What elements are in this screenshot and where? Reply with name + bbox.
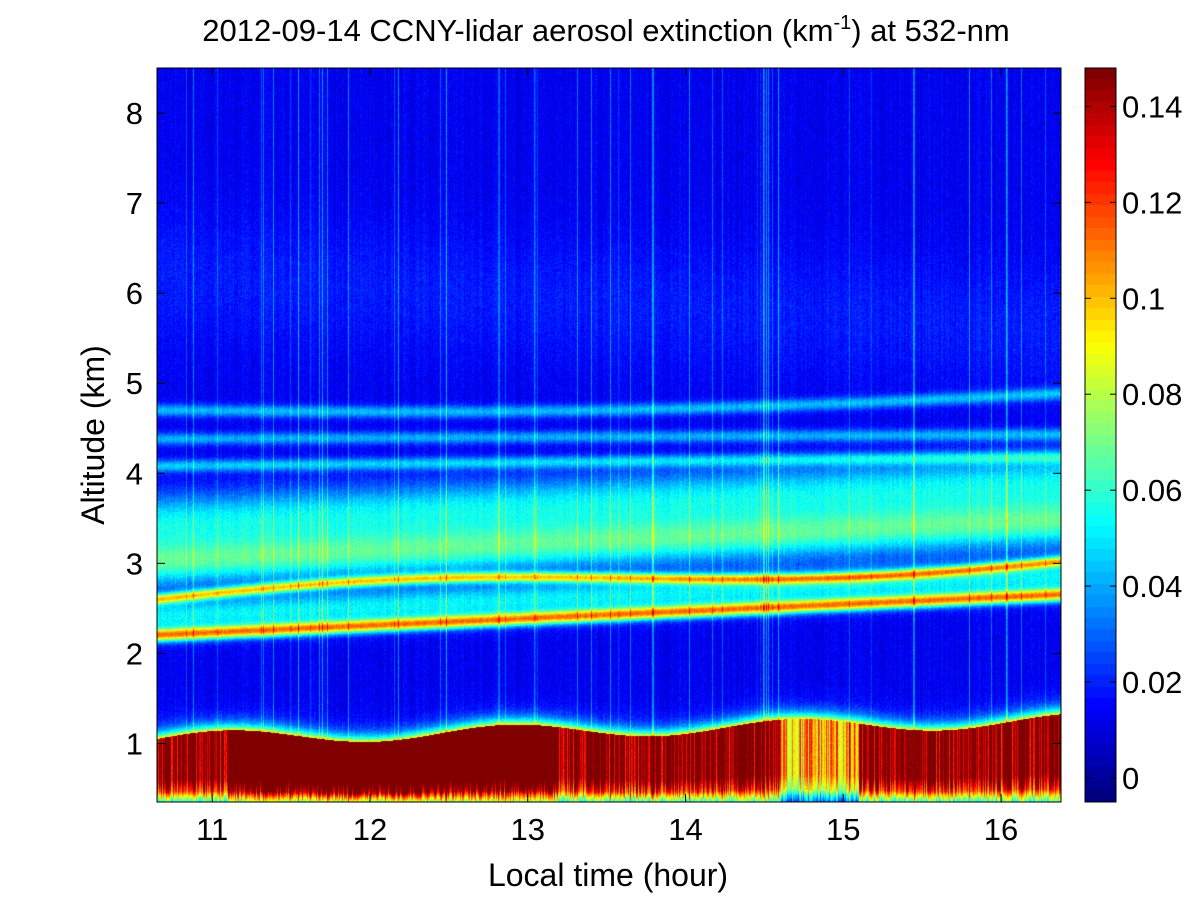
x-tick-label: 16	[984, 812, 1018, 847]
colorbar-frame	[1084, 67, 1117, 803]
extinction-heatmap	[157, 68, 1061, 802]
y-tick-label: 6	[126, 276, 143, 311]
title-superscript: -1	[833, 12, 851, 34]
x-axis-title: Local time (hour)	[488, 857, 728, 893]
x-tick-label: 15	[826, 812, 860, 847]
colorbar-tick-label: 0.08	[1122, 377, 1182, 412]
title-main: 2012-09-14 CCNY-lidar aerosol extinction…	[202, 13, 833, 48]
x-tick-label: 12	[353, 812, 387, 847]
y-tick-label: 3	[126, 546, 143, 581]
y-tick-label: 4	[126, 456, 143, 491]
y-tick-label: 8	[126, 96, 143, 131]
y-tick-label: 5	[126, 366, 143, 401]
chart-title: 2012-09-14 CCNY-lidar aerosol extinction…	[202, 12, 1010, 48]
colorbar-tick-label: 0	[1122, 761, 1139, 796]
y-axis-title: Altitude (km)	[75, 345, 111, 525]
y-tick-label: 7	[126, 186, 143, 221]
colorbar-axis: 0 0.02 0.04 0.06 0.08 0.1 0.12 0.14	[1084, 67, 1182, 803]
x-tick-label: 14	[668, 812, 702, 847]
x-tick-label: 11	[196, 812, 228, 847]
colorbar-tick-label: 0.04	[1122, 569, 1182, 604]
colorbar-tick-label: 0.06	[1122, 473, 1182, 508]
colorbar-tick-label: 0.02	[1122, 665, 1182, 700]
colorbar	[1085, 68, 1116, 802]
title-suffix: ) at 532-nm	[851, 13, 1010, 48]
colorbar-tick-label: 0.14	[1122, 89, 1182, 124]
colorbar-tick-label: 0.1	[1122, 281, 1165, 316]
y-tick-label: 1	[126, 726, 143, 761]
plot-frame	[156, 67, 1062, 803]
y-tick-label: 2	[126, 636, 143, 671]
colorbar-tick-label: 0.12	[1122, 185, 1182, 220]
x-tick-label: 13	[511, 812, 545, 847]
